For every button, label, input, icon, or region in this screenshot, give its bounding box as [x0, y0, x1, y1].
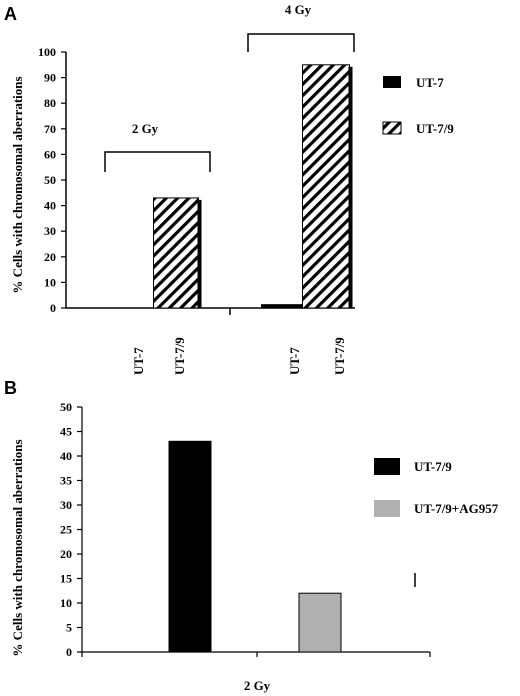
panel-b-ytick-label: 20: [60, 547, 72, 561]
panel-b-ytick-labels: 0 5 10 15 20 25 30 35 40 45 50: [60, 400, 72, 659]
bar-ut79: [168, 440, 212, 653]
legend-label-ut79: UT-7/9: [416, 121, 454, 136]
panel-a-ytick-label: 0: [50, 301, 56, 315]
bar-shadow: [197, 199, 202, 308]
legend-label-ut79-b: UT-7/9: [414, 459, 452, 474]
legend-swatch-ut79-ag957: [374, 500, 400, 517]
bracket-2gy: [104, 151, 211, 172]
panel-b-bars: [168, 440, 342, 653]
bar-ut79-4gy: [302, 64, 350, 309]
bar-ut79-2gy: [153, 197, 199, 309]
panel-a-ytick-label: 100: [38, 45, 56, 59]
panel-a-ytick-label: 60: [44, 147, 56, 161]
panel-a-bars: [153, 64, 353, 309]
bar-ut79-ag957: [298, 592, 342, 653]
panel-a-ytick-label: 70: [44, 122, 56, 136]
bar-shadow: [348, 66, 353, 308]
legend-label-ut7: UT-7: [416, 75, 444, 90]
category-label: UT-7/9: [172, 337, 187, 375]
panel-b-ytick-label: 10: [60, 596, 72, 610]
panel-b-ytick-label: 5: [66, 621, 72, 635]
panel-a-ytick-labels: 0 10 20 30 40 50 60 70 80 90 100: [38, 45, 56, 315]
panel-b-axes: [77, 406, 431, 657]
panel-b-ytick-label: 30: [60, 498, 72, 512]
panel-b-ytick-label: 40: [60, 449, 72, 463]
category-label: UT-7/9: [332, 337, 347, 375]
panel-a-ylabel: % Cells with chromosomal aberrations: [10, 76, 25, 293]
panel-a-ytick-label: 90: [44, 71, 56, 85]
panel-a-ytick-label: 80: [44, 96, 56, 110]
panel-b-ytick-label: 35: [60, 474, 72, 488]
panel-b-ytick-label: 15: [60, 572, 72, 586]
legend-swatch-ut79: [382, 121, 402, 135]
panel-b-ytick-label: 0: [66, 645, 72, 659]
group-label-2gy: 2 Gy: [132, 121, 159, 136]
group-label-4gy: 4 Gy: [285, 2, 312, 17]
legend-label-ut79-ag957: UT-7/9+AG957: [414, 501, 499, 516]
legend-swatch-ut79-b: [374, 458, 400, 475]
panel-a-ytick-label: 40: [44, 199, 56, 213]
panel-a-label: A: [4, 4, 17, 24]
bar-ut7-4gy: [261, 304, 305, 308]
panel-b-ylabel: % Cells with chromosomal aberrations: [10, 439, 25, 656]
panel-b-ytick-label: 50: [60, 400, 72, 414]
panel-a-ytick-label: 20: [44, 250, 56, 264]
legend-swatch-ut7: [383, 76, 401, 88]
panel-a-ytick-label: 30: [44, 224, 56, 238]
panel-a-category-labels: UT-7 UT-7/9 UT-7 UT-7/9: [131, 337, 347, 375]
category-label: UT-7: [287, 347, 302, 375]
category-label: UT-7: [131, 347, 146, 375]
panel-b-ytick-label: 25: [60, 523, 72, 537]
panel-b-xlabel: 2 Gy: [244, 678, 271, 693]
bracket-4gy: [247, 33, 355, 52]
panel-b-ytick-label: 45: [60, 425, 72, 439]
panel-a-ytick-label: 50: [44, 173, 56, 187]
panel-a-ytick-label: 10: [44, 275, 56, 289]
panel-b-label: B: [4, 378, 17, 398]
